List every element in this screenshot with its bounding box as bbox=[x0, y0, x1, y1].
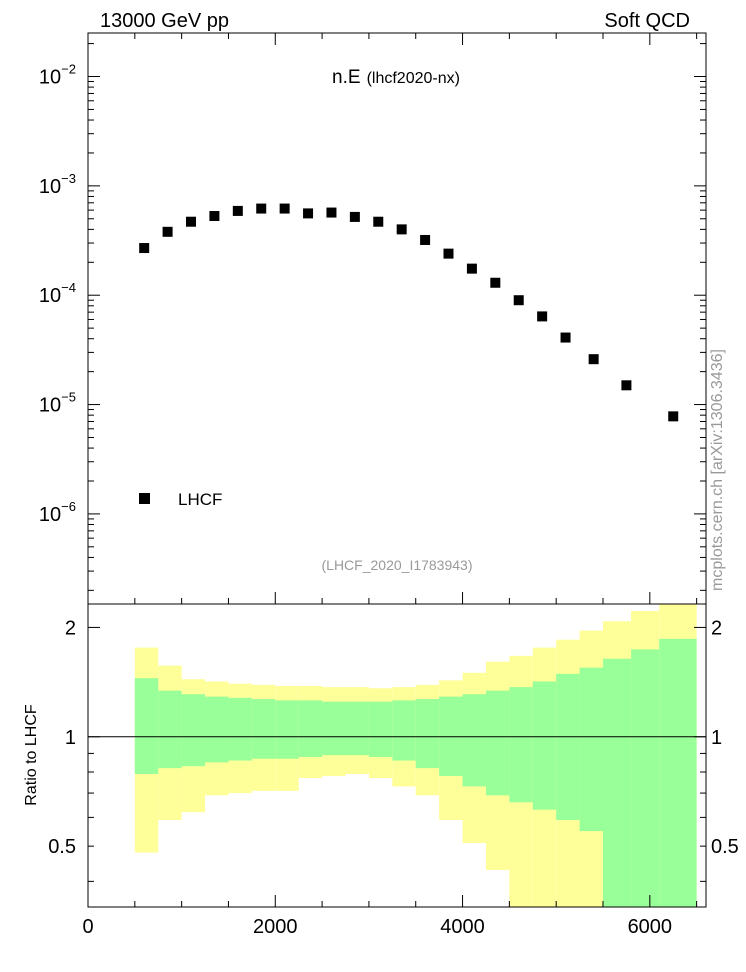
ratio-y-tick-label-right: 2 bbox=[711, 617, 722, 639]
data-point bbox=[162, 226, 173, 237]
data-point bbox=[668, 411, 679, 422]
legend-marker bbox=[139, 493, 150, 504]
data-point bbox=[139, 243, 150, 254]
y-tick-label-base: 10 bbox=[39, 285, 61, 307]
band-inner-bin bbox=[345, 701, 369, 756]
band-inner-bin bbox=[275, 700, 299, 759]
band-inner-bin bbox=[509, 687, 533, 803]
band-inner-bin bbox=[205, 696, 229, 763]
ratio-y-tick-label-right: 0.5 bbox=[711, 836, 739, 858]
analysis-id-label: (LHCF_2020_I1783943) bbox=[322, 557, 473, 573]
legend-label: LHCF bbox=[178, 490, 222, 509]
ratio-y-tick-label: 2 bbox=[65, 617, 76, 639]
ratio-bands bbox=[134, 604, 697, 907]
ratio-y-tick-label: 0.5 bbox=[48, 836, 76, 858]
main-panel: 10−610−510−410−310−2 n.E (lhcf2020-nx) LH… bbox=[39, 32, 707, 605]
band-inner-bin bbox=[532, 681, 557, 810]
band-inner-bin bbox=[158, 690, 182, 769]
ratio-y-tick-label-right: 1 bbox=[711, 727, 722, 749]
y-tick-label: 10−5 bbox=[39, 390, 76, 417]
y-tick-label-exponent: −2 bbox=[61, 62, 76, 77]
data-point bbox=[326, 207, 337, 218]
data-point bbox=[466, 263, 477, 274]
band-inner-bin bbox=[134, 678, 159, 774]
ratio-panel: 0.5 0.5 1 1 2 2 0 2000 4000 6000 Ratio to LHCF bbox=[23, 603, 739, 938]
y-tick-label-exponent: −4 bbox=[61, 280, 76, 295]
ratio-axis-ticks: 0.5 0.5 1 1 2 2 0 2000 4000 6000 bbox=[48, 617, 739, 938]
y-tick-label-base: 10 bbox=[39, 176, 61, 198]
header-right-label: Soft QCD bbox=[604, 10, 690, 32]
data-point bbox=[279, 203, 290, 214]
data-point bbox=[396, 224, 407, 235]
data-point bbox=[209, 211, 220, 222]
plot-title-suffix: (lhcf2020-nx) bbox=[367, 70, 460, 87]
data-point bbox=[443, 248, 454, 259]
y-tick-label-exponent: −6 bbox=[61, 499, 76, 514]
band-inner-bin bbox=[485, 690, 510, 796]
x-tick-label: 2000 bbox=[253, 916, 298, 938]
plot-title: n.E (lhcf2020-nx) bbox=[332, 67, 460, 88]
band-inner-bin bbox=[415, 699, 440, 769]
band-inner-bin bbox=[181, 694, 206, 767]
main-axis-ticks: 10−610−510−410−310−2 bbox=[39, 33, 706, 604]
band-inner-bin bbox=[462, 694, 486, 787]
data-point bbox=[588, 354, 599, 365]
y-tick-label-exponent: −5 bbox=[61, 390, 76, 405]
band-inner-bin bbox=[322, 701, 346, 756]
band-inner-bin bbox=[556, 673, 580, 821]
data-point bbox=[349, 211, 360, 222]
y-tick-label-base: 10 bbox=[39, 504, 61, 526]
band-inner-bin bbox=[298, 700, 323, 757]
y-tick-label: 10−2 bbox=[39, 62, 76, 89]
y-tick-label: 10−3 bbox=[39, 171, 76, 198]
band-inner-bin bbox=[392, 700, 416, 761]
data-markers bbox=[139, 203, 679, 422]
data-point bbox=[373, 216, 384, 227]
x-tick-label: 6000 bbox=[628, 916, 673, 938]
band-inner-bin bbox=[368, 701, 393, 757]
ratio-y-axis-label: Ratio to LHCF bbox=[23, 704, 40, 806]
data-point bbox=[256, 203, 267, 214]
data-point bbox=[513, 295, 524, 306]
y-tick-label-exponent: −3 bbox=[61, 171, 76, 186]
x-tick-label: 4000 bbox=[440, 916, 485, 938]
data-point bbox=[232, 205, 243, 216]
band-inner-bin bbox=[631, 649, 660, 907]
y-tick-label: 10−4 bbox=[39, 280, 76, 307]
data-point bbox=[186, 216, 196, 227]
y-tick-label-base: 10 bbox=[39, 67, 61, 89]
band-inner-bin bbox=[579, 667, 603, 832]
band-inner-bin bbox=[603, 658, 632, 907]
data-point bbox=[537, 311, 548, 322]
data-point bbox=[560, 332, 571, 343]
header-left-label: 13000 GeV pp bbox=[100, 10, 229, 32]
band-inner-bin bbox=[228, 697, 252, 761]
band-inner-bin bbox=[659, 638, 697, 907]
x-tick-label: 0 bbox=[82, 916, 93, 938]
data-point bbox=[621, 380, 632, 391]
source-watermark: mcplots.cern.ch [arXiv:1306.3436] bbox=[709, 349, 726, 591]
y-tick-label: 10−6 bbox=[39, 499, 76, 526]
data-point bbox=[303, 208, 314, 219]
ratio-frame bbox=[87, 603, 707, 908]
ratio-y-tick-label: 1 bbox=[65, 727, 76, 749]
y-tick-label-base: 10 bbox=[39, 395, 61, 417]
data-point bbox=[420, 234, 431, 245]
band-inner-bin bbox=[251, 699, 276, 759]
plot-title-main: n.E bbox=[332, 67, 361, 88]
data-point bbox=[490, 277, 501, 288]
main-frame bbox=[87, 32, 707, 605]
